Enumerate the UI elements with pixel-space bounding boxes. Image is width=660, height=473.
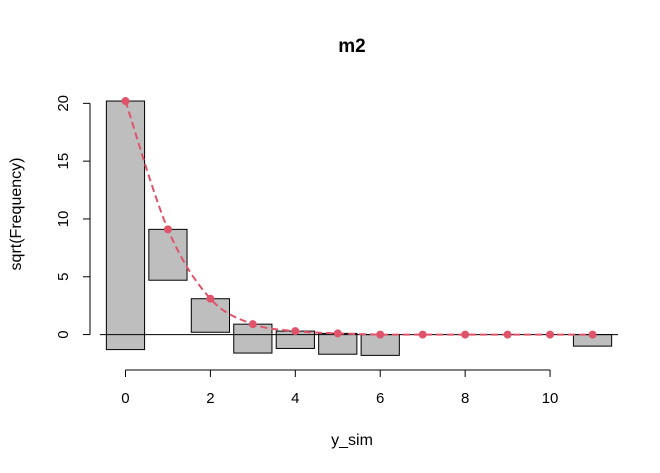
- y-axis-label: sqrt(Frequency): [8, 158, 25, 271]
- x-axis-label: y_sim: [331, 432, 373, 449]
- expected-point-0: [121, 97, 130, 106]
- x-tick-label-8: 8: [461, 390, 469, 407]
- x-tick-label-6: 6: [376, 390, 384, 407]
- expected-curve-layer: [121, 97, 597, 339]
- y-tick-label-20: 20: [55, 95, 72, 112]
- bar-2: [190, 298, 230, 333]
- chart-title: m2: [338, 36, 365, 57]
- bar-3: [233, 323, 273, 354]
- bar-0: [105, 100, 146, 351]
- x-tick-label-4: 4: [291, 390, 299, 407]
- x-axis: 0 2 4 6 8 10: [121, 369, 559, 407]
- bars-layer: [105, 100, 613, 356]
- y-tick-label-10: 10: [55, 211, 72, 228]
- expected-point-1: [163, 225, 172, 234]
- x-tick-label-2: 2: [206, 390, 214, 407]
- expected-point-9: [503, 330, 512, 339]
- expected-point-3: [248, 320, 257, 329]
- x-tick-label-0: 0: [121, 390, 129, 407]
- expected-point-2: [206, 294, 215, 303]
- expected-point-10: [546, 330, 555, 339]
- expected-point-11: [588, 330, 597, 339]
- expected-point-5: [333, 329, 342, 338]
- y-tick-label-15: 15: [55, 153, 72, 170]
- x-tick-label-10: 10: [542, 390, 559, 407]
- expected-point-4: [291, 327, 300, 336]
- y-axis: 0 5 10 15 20: [55, 95, 91, 339]
- expected-point-7: [418, 330, 427, 339]
- expected-point-6: [376, 330, 385, 339]
- y-tick-label-0: 0: [55, 330, 72, 338]
- y-tick-label-5: 5: [55, 273, 72, 281]
- bar-1: [148, 228, 188, 281]
- expected-point-8: [461, 330, 470, 339]
